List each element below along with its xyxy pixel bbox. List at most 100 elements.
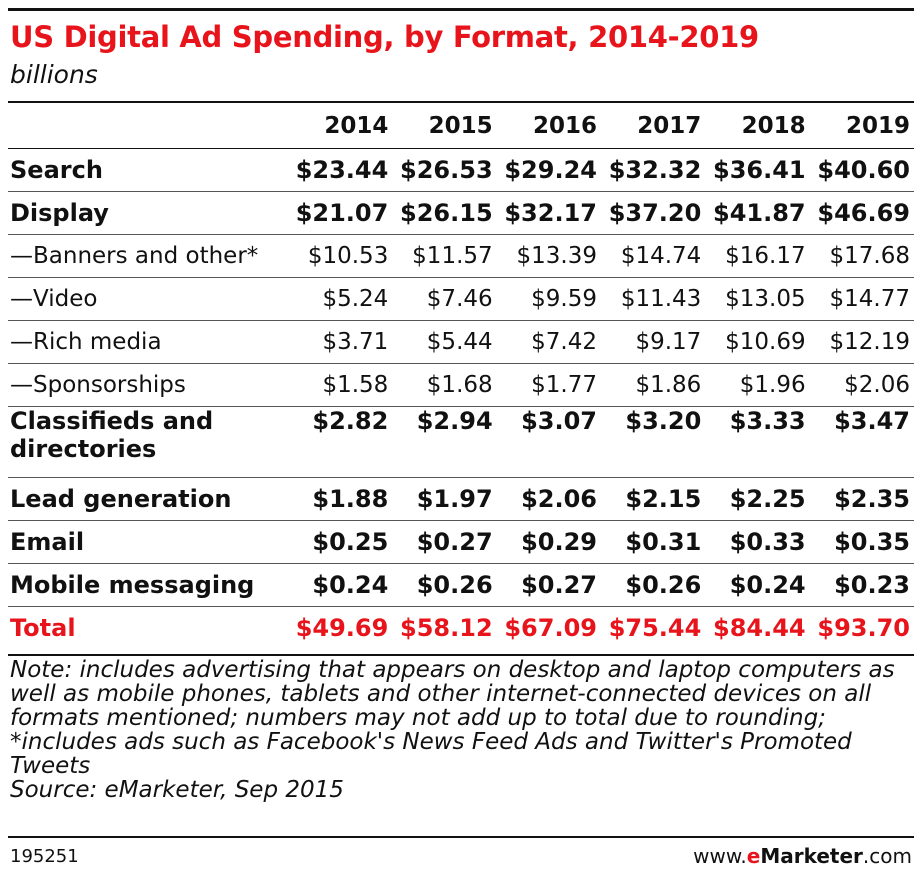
table-body: Search $23.44 $26.53 $29.24 $32.32 $36.41 $40.… xyxy=(8,148,914,649)
value-cell: $1.97 xyxy=(392,477,497,521)
value-cell: $58.12 xyxy=(392,606,497,649)
chart-subtitle: billions xyxy=(10,60,98,89)
brand-e: e xyxy=(746,844,761,868)
value-cell: $2.94 xyxy=(392,406,497,478)
row-label: —Rich media xyxy=(8,320,288,364)
value-cell: $0.27 xyxy=(496,563,601,607)
row-label: Lead generation xyxy=(8,477,288,521)
value-cell: $13.39 xyxy=(496,234,601,278)
table-row: —Rich media $3.71 $5.44 $7.42 $9.17 $10.69 $12… xyxy=(8,320,914,364)
value-cell: $9.59 xyxy=(496,277,601,321)
value-cell: $26.15 xyxy=(392,191,497,235)
value-cell: $12.19 xyxy=(809,320,914,364)
value-cell: $3.20 xyxy=(600,406,706,478)
table-row: Classifieds and directories $2.82 $2.94 $3.… xyxy=(8,406,914,478)
brand-name: Marketer xyxy=(760,844,863,868)
table-row: Search $23.44 $26.53 $29.24 $32.32 $36.41 $40.… xyxy=(8,148,914,192)
value-cell: $1.86 xyxy=(600,363,706,407)
column-header: 2014 xyxy=(324,113,389,139)
note-text: Note: includes advertising that appears … xyxy=(10,657,895,779)
value-cell: $2.35 xyxy=(809,477,914,521)
row-label: —Video xyxy=(8,277,288,321)
value-cell: $3.71 xyxy=(288,320,393,364)
value-cell: $13.05 xyxy=(705,277,810,321)
value-cell: $36.41 xyxy=(705,148,810,192)
column-header: 2017 xyxy=(637,113,702,139)
value-cell: $5.44 xyxy=(392,320,497,364)
value-cell: $46.69 xyxy=(809,191,914,235)
top-rule xyxy=(8,8,914,11)
row-label: —Sponsorships xyxy=(8,363,288,407)
value-cell: $0.26 xyxy=(392,563,497,607)
value-cell: $10.53 xyxy=(288,234,393,278)
value-cell: $0.29 xyxy=(496,520,601,564)
value-cell: $0.35 xyxy=(809,520,914,564)
value-cell: $29.24 xyxy=(496,148,601,192)
value-cell: $21.07 xyxy=(288,191,393,235)
value-cell: $2.25 xyxy=(705,477,810,521)
value-cell: $0.25 xyxy=(288,520,393,564)
value-cell: $17.68 xyxy=(809,234,914,278)
table-row: Lead generation $1.88 $1.97 $2.06 $2.15 $2.25… xyxy=(8,477,914,521)
table-row: Mobile messaging $0.24 $0.26 $0.27 $0.26 $0.2… xyxy=(8,563,914,607)
data-table: 2014 2015 2016 2017 2018 2019 Search $23.44 $26… xyxy=(8,104,914,649)
value-cell: $11.43 xyxy=(600,277,706,321)
column-header: 2018 xyxy=(741,113,806,139)
value-cell: $7.42 xyxy=(496,320,601,364)
row-label: Mobile messaging xyxy=(8,563,288,607)
value-cell: $7.46 xyxy=(392,277,497,321)
value-cell: $49.69 xyxy=(288,606,393,649)
value-cell: $0.31 xyxy=(600,520,706,564)
table-row: —Banners and other* $10.53 $11.57 $13.39 $14… xyxy=(8,234,914,278)
value-cell: $84.44 xyxy=(705,606,810,649)
value-cell: $23.44 xyxy=(288,148,393,192)
row-label: —Banners and other* xyxy=(8,234,288,278)
source-text: Source: eMarketer, Sep 2015 xyxy=(10,777,344,803)
value-cell: $5.24 xyxy=(288,277,393,321)
row-label: Total xyxy=(8,606,288,649)
column-header: 2019 xyxy=(845,113,910,139)
brand-suffix: .com xyxy=(862,844,912,868)
row-label: Email xyxy=(8,520,288,564)
notes-block: Note: includes advertising that appears … xyxy=(10,658,910,802)
value-cell: $0.23 xyxy=(809,563,914,607)
value-cell: $16.17 xyxy=(705,234,810,278)
value-cell: $41.87 xyxy=(705,191,810,235)
value-cell: $1.96 xyxy=(705,363,810,407)
brand-logo: www.eMarketer.com xyxy=(693,844,912,868)
header-row: 2014 2015 2016 2017 2018 2019 xyxy=(8,104,914,149)
value-cell: $3.07 xyxy=(496,406,601,478)
value-cell: $0.24 xyxy=(288,563,393,607)
value-cell: $11.57 xyxy=(392,234,497,278)
value-cell: $2.15 xyxy=(600,477,706,521)
value-cell: $37.20 xyxy=(600,191,706,235)
value-cell: $32.17 xyxy=(496,191,601,235)
notes-rule xyxy=(8,654,914,656)
value-cell: $0.33 xyxy=(705,520,810,564)
value-cell: $1.58 xyxy=(288,363,393,407)
value-cell: $67.09 xyxy=(496,606,601,649)
column-header: 2016 xyxy=(532,113,597,139)
value-cell: $75.44 xyxy=(600,606,706,649)
row-label: Search xyxy=(8,148,288,192)
table-row: Total $49.69 $58.12 $67.09 $75.44 $84.44 $93.7… xyxy=(8,606,914,649)
value-cell: $2.06 xyxy=(496,477,601,521)
value-cell: $1.88 xyxy=(288,477,393,521)
value-cell: $0.27 xyxy=(392,520,497,564)
value-cell: $14.77 xyxy=(809,277,914,321)
value-cell: $3.47 xyxy=(809,406,914,478)
corner-cell xyxy=(8,104,288,149)
row-label: Classifieds and directories xyxy=(8,406,288,478)
chart-title: US Digital Ad Spending, by Format, 2014-… xyxy=(10,20,759,54)
table-row: —Sponsorships $1.58 $1.68 $1.77 $1.86 $1.96 $2… xyxy=(8,363,914,407)
value-cell: $9.17 xyxy=(600,320,706,364)
brand-prefix: www. xyxy=(693,844,747,868)
value-cell: $3.33 xyxy=(705,406,810,478)
value-cell: $10.69 xyxy=(705,320,810,364)
value-cell: $93.70 xyxy=(809,606,914,649)
value-cell: $0.26 xyxy=(600,563,706,607)
row-label: Display xyxy=(8,191,288,235)
header-rule xyxy=(8,101,914,103)
value-cell: $2.82 xyxy=(288,406,393,478)
